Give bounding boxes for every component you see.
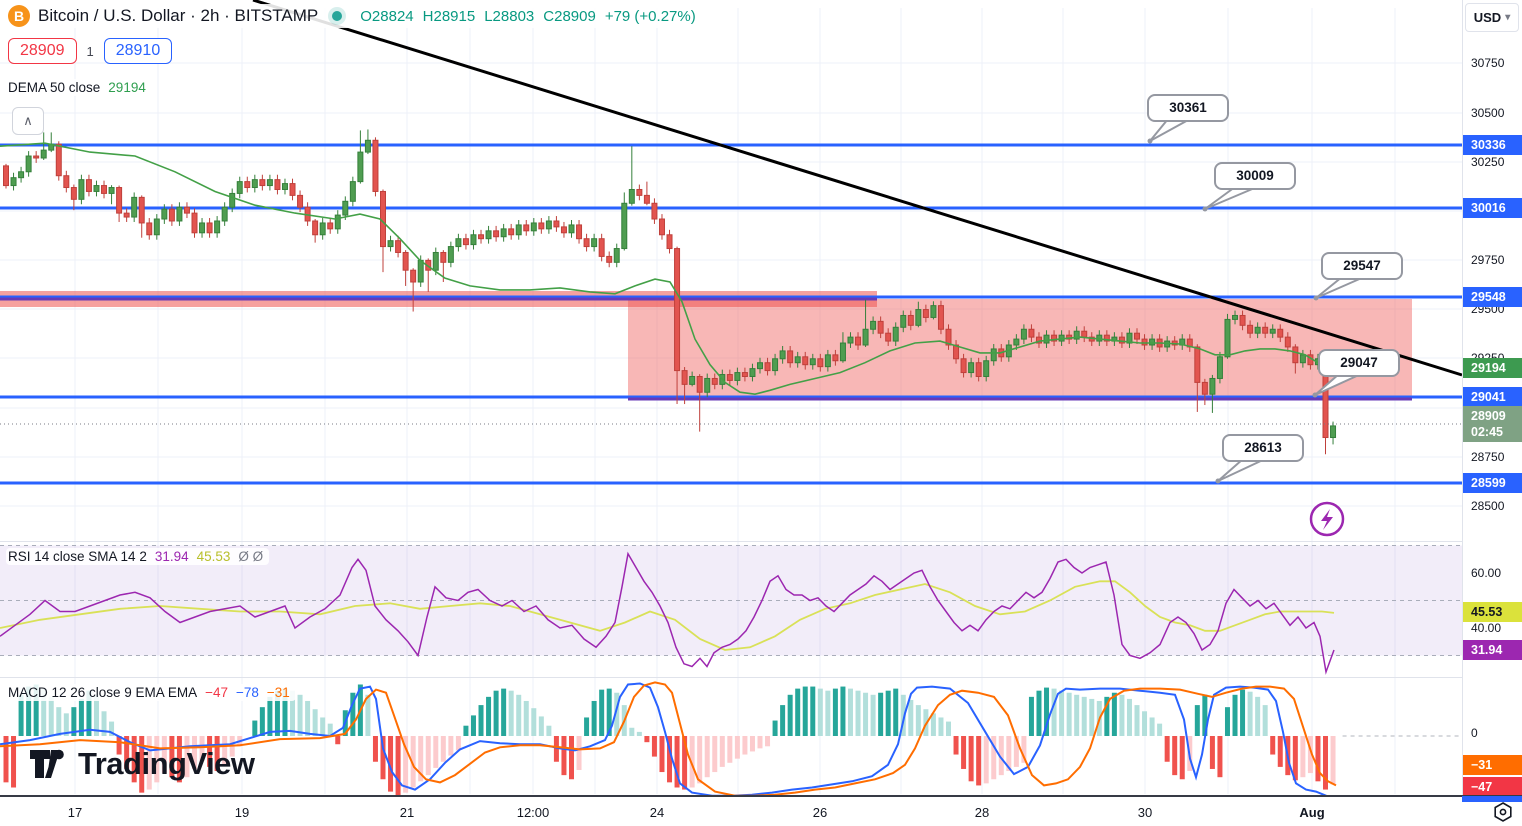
macd-signal-value: −31 <box>266 685 290 700</box>
dema-legend[interactable]: DEMA 50 close 29194 <box>6 79 152 96</box>
macd-legend-title: MACD 12 26 close 9 EMA EMA <box>8 685 198 700</box>
dema-legend-value: 29194 <box>108 80 146 95</box>
axis-tick-label: 28500 <box>1471 499 1505 513</box>
pane-divider-rsi-macd[interactable] <box>0 677 1462 678</box>
market-status-dot-icon[interactable] <box>332 11 343 21</box>
time-axis-label: 30 <box>1137 805 1153 820</box>
symbol-title: Bitcoin / U.S. Dollar · 2h · BITSTAMP <box>38 6 319 25</box>
axis-tick-label: 29750 <box>1471 253 1505 267</box>
time-axis-label: 21 <box>399 805 415 820</box>
axis-tick-label: 60.00 <box>1471 566 1502 580</box>
price-axis[interactable]: 3075030500302502975029500292502875028500… <box>1462 0 1522 797</box>
rsi-legend[interactable]: RSI 14 close SMA 14 2 31.94 45.53 Ø Ø <box>6 548 270 565</box>
axis-tick-label: 0 <box>1471 726 1478 740</box>
axis-price-pill: 30016 <box>1463 198 1522 218</box>
axis-price-pill: 30336 <box>1463 135 1522 155</box>
time-axis-label: 24 <box>649 805 665 820</box>
ohlc-high: H28915 <box>422 7 476 25</box>
lightning-icon <box>1309 501 1345 537</box>
callout-tails-layer <box>1147 118 1365 484</box>
axis-price-pill: −47 <box>1463 777 1522 797</box>
ohlc-low: L28803 <box>484 7 535 25</box>
rsi-legend-empty-values: Ø Ø <box>238 549 264 564</box>
dema-line <box>0 142 1339 396</box>
rsi-legend-title: RSI 14 close SMA 14 2 <box>8 549 147 564</box>
currency-selector[interactable]: USD ▾ <box>1465 3 1519 32</box>
axis-price-pill: 29041 <box>1463 387 1522 407</box>
price-callout-label[interactable]: 28613 <box>1222 434 1304 462</box>
macd-clipped-axis-pill <box>1462 796 1522 802</box>
ohlc-close: C28909 <box>543 7 596 25</box>
axis-price-pill: 28599 <box>1463 473 1522 493</box>
dema-legend-title: DEMA 50 close <box>8 80 101 95</box>
axis-tick-label: 40.00 <box>1471 621 1502 635</box>
macd-hist-value: −47 <box>205 685 228 700</box>
ohlc-change: +79 (+0.27%) <box>604 7 696 25</box>
axis-tick-label: 30750 <box>1471 56 1505 70</box>
legend-collapse-button[interactable]: ∧ <box>12 107 44 135</box>
grid-layer <box>0 8 1462 794</box>
axis-price-pill: 29548 <box>1463 287 1522 307</box>
time-axis-label: 12:00 <box>516 805 550 820</box>
tradingview-watermark: TradingView <box>26 742 255 786</box>
currency-label: USD <box>1473 10 1502 25</box>
bitcoin-icon: B <box>8 5 30 27</box>
sell-button[interactable]: 28909 <box>8 38 77 64</box>
price-callout-label[interactable]: 30009 <box>1214 162 1296 190</box>
buy-button[interactable]: 28910 <box>103 38 173 64</box>
pane-divider-price-rsi[interactable] <box>0 541 1462 542</box>
chevron-down-icon: ▾ <box>1505 12 1511 23</box>
rsi-legend-value: 31.94 <box>154 549 189 564</box>
axis-tick-label: 30250 <box>1471 155 1505 169</box>
rsi-sma-legend-value: 45.53 <box>196 549 231 564</box>
tradingview-watermark-text: TradingView <box>78 746 255 781</box>
axis-price-pill: −31 <box>1463 755 1522 775</box>
axis-price-pill: 45.53 <box>1463 602 1522 622</box>
bid-ask-row: 28909 1 28910 <box>6 37 178 65</box>
last-price-countdown-pill: 28909 02:45 <box>1463 406 1522 442</box>
price-callout-label[interactable]: 29047 <box>1318 349 1400 377</box>
ohlc-open: O28824 <box>360 7 414 25</box>
axis-tick-label: 30500 <box>1471 106 1505 120</box>
spread-value: 1 <box>86 43 94 59</box>
ohlc-values: O28824 H28915 L28803 C28909 +79 (+0.27%) <box>360 8 695 25</box>
symbol-legend[interactable]: B Bitcoin / U.S. Dollar · 2h · BITSTAMP … <box>6 4 702 28</box>
tradingview-logo-icon <box>30 749 64 778</box>
axis-price-pill: 29194 <box>1463 358 1522 378</box>
candles-layer <box>3 129 1337 455</box>
time-axis-label: Aug <box>1299 805 1325 820</box>
axis-tick-label: 28750 <box>1471 450 1505 464</box>
time-axis-label: 17 <box>67 805 83 820</box>
time-axis[interactable]: 17 19 21 12:00 24 26 28 30 Aug <box>0 795 1522 826</box>
trendline-layer <box>252 0 1463 377</box>
price-callout-label[interactable]: 30361 <box>1147 94 1229 122</box>
macd-layer <box>0 681 1462 795</box>
price-callout-label[interactable]: 29547 <box>1321 252 1403 280</box>
axis-settings-icon[interactable] <box>1490 800 1516 824</box>
time-axis-label: 28 <box>974 805 990 820</box>
macd-line-value: −78 <box>235 685 259 700</box>
time-axis-label: 26 <box>812 805 828 820</box>
axis-price-pill: 31.94 <box>1463 640 1522 660</box>
zones-layer <box>0 291 1412 397</box>
time-axis-label: 19 <box>234 805 250 820</box>
macd-legend[interactable]: MACD 12 26 close 9 EMA EMA −47 −78 −31 <box>6 684 296 701</box>
